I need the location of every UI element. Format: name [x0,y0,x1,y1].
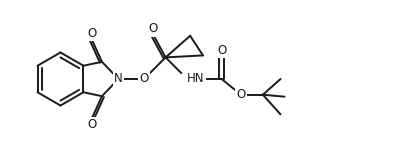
Text: O: O [88,118,97,131]
Text: HN: HN [187,73,205,85]
Text: O: O [237,88,246,101]
Text: O: O [148,22,158,35]
Text: O: O [139,73,148,85]
Text: N: N [114,73,123,85]
Text: O: O [88,27,97,40]
Text: O: O [217,44,226,57]
